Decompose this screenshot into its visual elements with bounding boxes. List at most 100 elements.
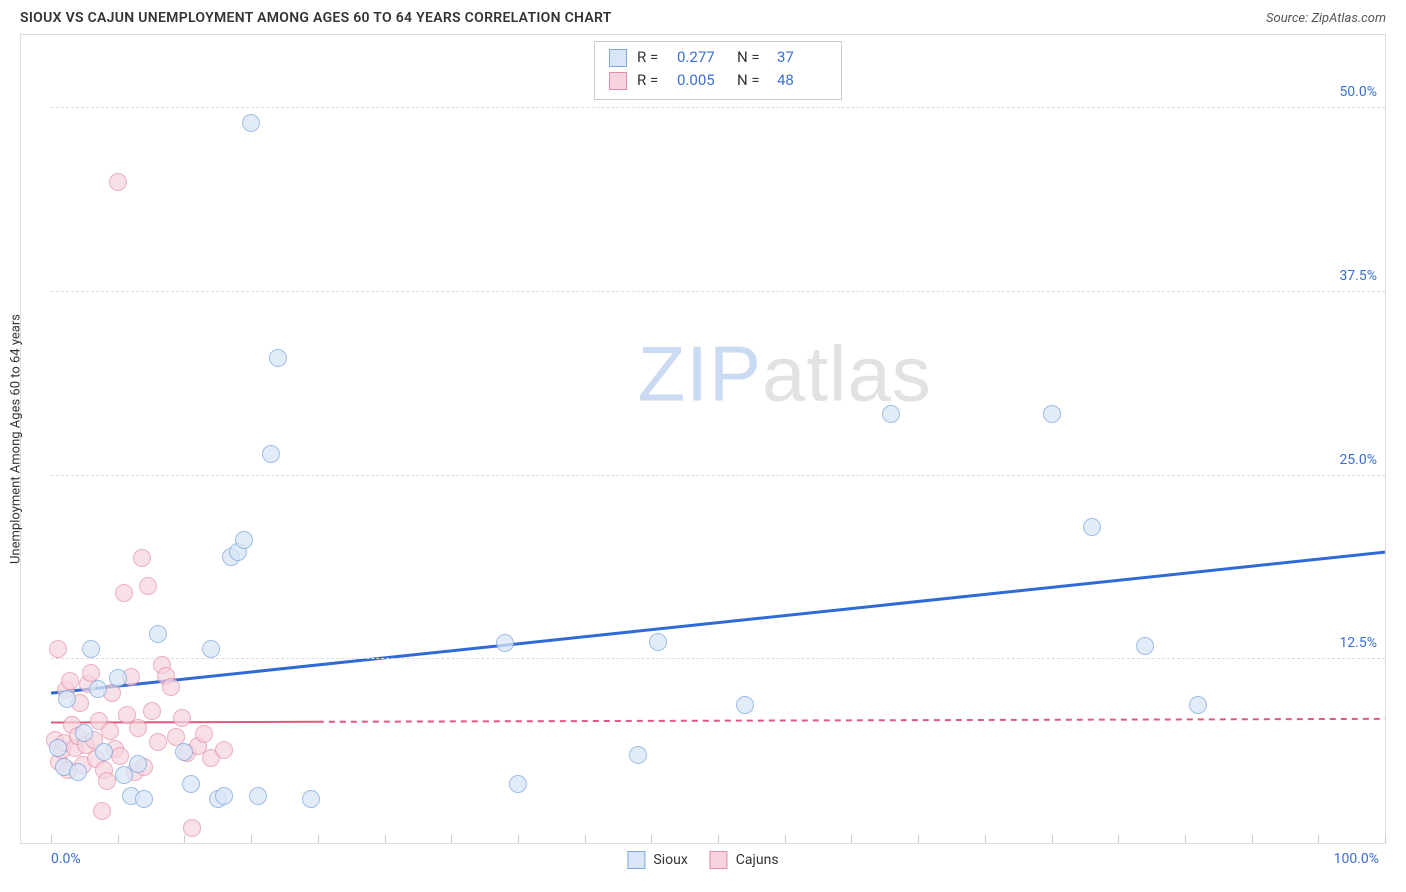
- data-point-sioux: [649, 633, 667, 651]
- x-tick: [785, 835, 786, 843]
- n-value-sioux: 37: [777, 46, 827, 69]
- x-tick: [184, 835, 185, 843]
- source-prefix: Source:: [1266, 11, 1311, 26]
- data-point-cajuns: [195, 725, 213, 743]
- data-point-cajuns: [111, 747, 129, 765]
- x-tick: [985, 835, 986, 843]
- x-tick: [1185, 835, 1186, 843]
- x-tick-label: 0.0%: [51, 851, 81, 867]
- data-point-sioux: [509, 775, 527, 793]
- data-point-sioux: [1043, 405, 1061, 423]
- x-tick: [1318, 835, 1319, 843]
- data-point-sioux: [49, 739, 67, 757]
- legend-bottom: Sioux Cajuns: [627, 851, 778, 869]
- r-label-cajuns: R =: [637, 69, 667, 92]
- x-tick: [918, 835, 919, 843]
- data-point-cajuns: [115, 584, 133, 602]
- x-tick: [118, 835, 119, 843]
- data-point-cajuns: [133, 549, 151, 567]
- y-axis-label: Unemployment Among Ages 60 to 64 years: [9, 314, 24, 564]
- data-point-cajuns: [139, 577, 157, 595]
- n-label-cajuns: N =: [737, 69, 767, 92]
- data-point-sioux: [1189, 696, 1207, 714]
- data-point-cajuns: [149, 733, 167, 751]
- data-point-sioux: [182, 775, 200, 793]
- data-point-cajuns: [98, 772, 116, 790]
- data-point-sioux: [89, 680, 107, 698]
- stats-legend-box: R = 0.277 N = 37 R = 0.005 N = 48: [594, 41, 842, 100]
- x-tick: [1385, 835, 1386, 843]
- trendline: [51, 552, 1385, 693]
- data-point-sioux: [149, 625, 167, 643]
- data-point-sioux: [235, 531, 253, 549]
- n-value-cajuns: 48: [777, 69, 827, 92]
- data-point-cajuns: [143, 702, 161, 720]
- data-point-sioux: [75, 724, 93, 742]
- x-tick: [318, 835, 319, 843]
- data-point-cajuns: [109, 173, 127, 191]
- x-tick: [518, 835, 519, 843]
- legend-label-sioux: Sioux: [653, 852, 687, 868]
- data-point-sioux: [58, 690, 76, 708]
- data-point-sioux: [69, 763, 87, 781]
- x-tick: [651, 835, 652, 843]
- data-point-sioux: [1136, 637, 1154, 655]
- data-point-sioux: [269, 349, 287, 367]
- data-point-cajuns: [183, 819, 201, 837]
- chart-title: SIOUX VS CAJUN UNEMPLOYMENT AMONG AGES 6…: [20, 10, 612, 26]
- legend-item-sioux: Sioux: [627, 851, 687, 869]
- stats-row-cajuns: R = 0.005 N = 48: [609, 69, 827, 92]
- data-point-sioux: [202, 640, 220, 658]
- x-tick: [585, 835, 586, 843]
- data-point-cajuns: [162, 678, 180, 696]
- x-tick: [51, 835, 52, 843]
- source-name: ZipAtlas.com: [1311, 11, 1386, 26]
- y-tick-label: 37.5%: [1339, 268, 1377, 284]
- data-point-sioux: [135, 790, 153, 808]
- legend-item-cajuns: Cajuns: [710, 851, 779, 869]
- data-point-cajuns: [173, 709, 191, 727]
- x-tick: [251, 835, 252, 843]
- n-label-sioux: N =: [737, 46, 767, 69]
- x-tick: [1118, 835, 1119, 843]
- r-value-cajuns: 0.005: [677, 69, 727, 92]
- trendlines-layer: [51, 35, 1385, 843]
- r-label-sioux: R =: [637, 46, 667, 69]
- chart-container: Unemployment Among Ages 60 to 64 years Z…: [20, 34, 1386, 844]
- x-tick: [1052, 835, 1053, 843]
- data-point-sioux: [242, 114, 260, 132]
- y-tick-label: 50.0%: [1339, 84, 1377, 100]
- swatch-cajuns: [609, 72, 627, 90]
- legend-label-cajuns: Cajuns: [736, 852, 779, 868]
- stats-row-sioux: R = 0.277 N = 37: [609, 46, 827, 69]
- data-point-sioux: [629, 746, 647, 764]
- swatch-sioux: [609, 49, 627, 67]
- gridline-h: [51, 475, 1385, 476]
- x-tick: [718, 835, 719, 843]
- data-point-sioux: [249, 787, 267, 805]
- data-point-sioux: [82, 640, 100, 658]
- x-tick-label: 100.0%: [1334, 851, 1379, 867]
- gridline-h: [51, 107, 1385, 108]
- data-point-sioux: [215, 787, 233, 805]
- data-point-sioux: [882, 405, 900, 423]
- data-point-cajuns: [129, 719, 147, 737]
- y-tick-label: 12.5%: [1339, 635, 1377, 651]
- trendline-dashed: [318, 719, 1385, 722]
- x-tick: [1252, 835, 1253, 843]
- x-tick: [851, 835, 852, 843]
- plot-area: ZIPatlas R = 0.277 N = 37 R = 0.005 N = …: [51, 35, 1385, 843]
- x-tick: [451, 835, 452, 843]
- legend-swatch-sioux: [627, 851, 645, 869]
- gridline-h: [51, 658, 1385, 659]
- data-point-sioux: [736, 696, 754, 714]
- data-point-sioux: [109, 669, 127, 687]
- data-point-sioux: [175, 743, 193, 761]
- data-point-sioux: [129, 755, 147, 773]
- data-point-sioux: [302, 790, 320, 808]
- legend-swatch-cajuns: [710, 851, 728, 869]
- data-point-sioux: [1083, 518, 1101, 536]
- data-point-cajuns: [49, 640, 67, 658]
- source-attribution: Source: ZipAtlas.com: [1266, 11, 1386, 26]
- data-point-cajuns: [215, 741, 233, 759]
